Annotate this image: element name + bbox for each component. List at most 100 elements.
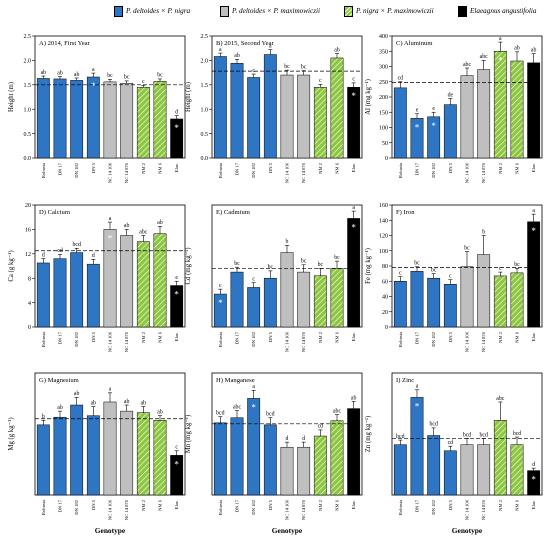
x-tick-label: Elae.	[174, 332, 179, 341]
y-tick-label: 120	[379, 234, 388, 240]
x-tick-label: Robusta	[218, 163, 223, 178]
legend-label: Elaeagnus angustifolia	[470, 7, 537, 15]
y-tick-label: 60	[382, 279, 388, 285]
significance-letter: c	[449, 274, 452, 280]
significance-letter: ab	[334, 47, 340, 53]
y-tick-label: 100	[379, 249, 388, 255]
y-axis-label: Mn (mg kg⁻¹)	[185, 415, 192, 453]
chart-panel-2: 0.0 0.5 1.0 1.5 2.0 2.5 Height (m) B) 2015, Sec…	[185, 34, 363, 183]
bar	[36, 262, 50, 328]
x-tick-label: DN 182	[251, 499, 256, 514]
x-tick-label: NC 14 106	[465, 331, 470, 352]
x-tick-label: Elae.	[174, 163, 179, 172]
y-tick-label: 2.5	[201, 34, 209, 40]
y-tick-label: 2.0	[24, 59, 32, 65]
bar	[410, 397, 424, 496]
significance-letter: ab	[157, 220, 163, 226]
x-tick-label: NC 14 106	[285, 331, 290, 352]
x-tick-label: NC 14 106	[465, 499, 470, 520]
bar	[103, 401, 117, 496]
y-axis-label: Zn (mg kg⁻¹)	[365, 416, 372, 453]
significance-letter: bc	[124, 75, 130, 81]
bar	[280, 446, 294, 496]
y-tick-label: 160	[379, 203, 388, 209]
x-tick-label: Robusta	[218, 332, 223, 347]
x-tick-label: NM 2	[498, 499, 503, 511]
x-tick-label: DN 5	[91, 331, 96, 342]
legend-item-nigra-maximowiczii: P. nigra × P. maximowiczii	[344, 4, 434, 18]
x-tick-label: DN 5	[268, 499, 273, 510]
x-tick-label: DN 17	[58, 499, 63, 512]
bar	[347, 408, 361, 496]
significance-letter: d	[302, 436, 305, 442]
x-tick-label: DN 17	[235, 499, 240, 512]
significance-letter: ab	[124, 399, 130, 405]
significance-letter: ab	[41, 70, 47, 76]
bar	[477, 69, 491, 159]
y-tick-label: 300	[379, 65, 388, 71]
significance-letter: ab	[351, 395, 357, 401]
significance-letter: ab	[74, 72, 80, 78]
x-tick-label: DN 17	[58, 162, 63, 175]
bar	[297, 271, 311, 328]
x-tick-label: DN 17	[235, 331, 240, 344]
x-tick-label: NM 6	[335, 162, 340, 174]
y-axis-label: Ca (g kg⁻¹)	[8, 250, 15, 281]
bar	[136, 412, 150, 496]
bar	[493, 51, 507, 159]
x-tick-label: Robusta	[41, 163, 46, 178]
significance-star: *	[531, 475, 536, 485]
bar	[510, 272, 524, 328]
legend: P. deltoides × P. nigra P. deltoides × P…	[108, 2, 548, 22]
bar	[70, 80, 84, 159]
significance-letter: c	[319, 78, 322, 84]
y-tick-label: 0	[28, 325, 31, 331]
significance-letter: bc	[431, 267, 437, 273]
bar	[510, 444, 524, 496]
y-tick-label: 0	[385, 325, 388, 331]
bar	[460, 75, 474, 159]
significance-letter: cd	[57, 248, 63, 254]
legend-swatch-blue	[114, 5, 123, 17]
significance-letter: bc	[301, 259, 307, 265]
bar	[136, 241, 150, 328]
bar	[230, 417, 244, 496]
x-tick-label: NC 14 876	[124, 499, 129, 520]
panel-title: D) Calcium	[39, 209, 71, 216]
x-tick-label: NC 14 106	[285, 162, 290, 183]
significance-letter: e	[416, 108, 419, 114]
significance-letter: a	[532, 208, 535, 214]
significance-star: *	[498, 55, 503, 65]
x-tick-label: Robusta	[398, 500, 403, 515]
x-tick-label: NM 2	[141, 331, 146, 343]
x-tick-label: NM 2	[318, 162, 323, 174]
bar	[527, 221, 541, 328]
bar	[347, 218, 361, 328]
significance-star: *	[415, 401, 420, 411]
significance-letter: a	[352, 205, 355, 211]
x-tick-label: NC 14 876	[124, 331, 129, 352]
bar	[280, 74, 294, 159]
x-tick-label: Elae.	[351, 332, 356, 341]
bar	[247, 77, 261, 159]
significance-letter: bc	[464, 245, 470, 251]
significance-letter: c	[252, 68, 255, 74]
significance-letter: c	[399, 270, 402, 276]
x-tick-label: NC 14 876	[301, 162, 306, 183]
significance-letter: bcd	[72, 242, 80, 248]
bar	[70, 252, 84, 328]
significance-letter: bc	[268, 265, 274, 271]
y-tick-label: 100	[379, 126, 388, 132]
x-tick-label: NC 14 106	[465, 162, 470, 183]
x-tick-label: DN 182	[431, 331, 436, 346]
significance-letter: cd	[398, 76, 404, 82]
bar	[103, 229, 117, 328]
bar	[53, 258, 67, 328]
significance-letter: d	[286, 436, 289, 442]
x-tick-label: DN 5	[91, 162, 96, 173]
x-tick-label: NM 2	[318, 499, 323, 511]
significance-letter: ab	[74, 391, 80, 397]
significance-star: *	[531, 226, 536, 236]
significance-letter: cd	[448, 440, 454, 446]
significance-letter: ab	[234, 53, 240, 59]
